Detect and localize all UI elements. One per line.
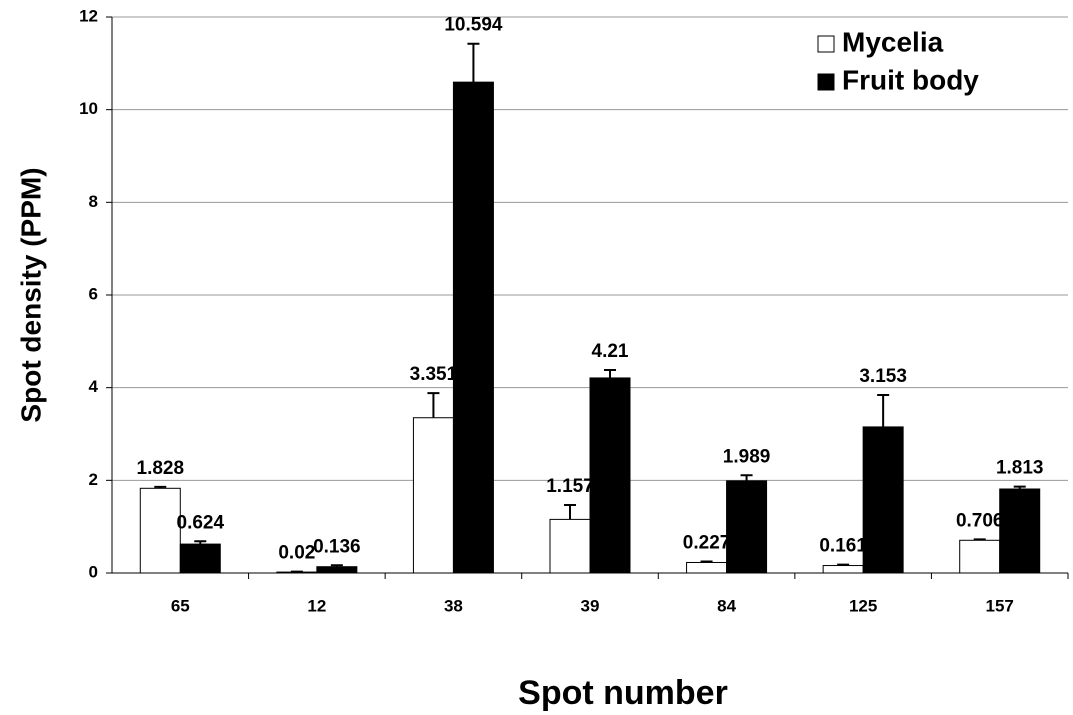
bar [999, 488, 1041, 574]
data-label: 1.828 [137, 458, 185, 479]
bar [589, 377, 631, 574]
error-bar [700, 560, 713, 563]
y-tick-label: 12 [79, 6, 98, 25]
bar [179, 543, 221, 574]
data-label: 1.813 [996, 458, 1044, 479]
error-bar [154, 485, 167, 489]
data-label: 1.157 [546, 476, 594, 497]
error-bar [837, 563, 850, 566]
y-tick-label: 4 [89, 377, 99, 396]
legend-label: Mycelia [842, 26, 944, 57]
y-tick-label: 0 [89, 562, 98, 581]
bar [862, 426, 904, 574]
y-tick-label: 2 [89, 470, 98, 489]
error-bar [467, 42, 480, 83]
bar [139, 487, 181, 574]
data-label: 0.706 [956, 510, 1004, 531]
bar [316, 566, 358, 574]
bar [549, 518, 591, 574]
x-tick-label: 12 [307, 596, 326, 615]
error-bar [1013, 485, 1026, 489]
y-tick-label: 10 [79, 99, 98, 118]
bar [686, 561, 728, 574]
data-label: 0.02 [278, 543, 315, 564]
bar [822, 565, 864, 574]
bar [726, 480, 768, 574]
legend-swatch [817, 73, 835, 91]
legend-swatch [817, 35, 835, 53]
data-label: 3.351 [410, 364, 458, 385]
data-label: 4.21 [592, 341, 629, 362]
error-bar [877, 393, 890, 427]
y-axis-title: Spot density (PPM) [15, 167, 46, 422]
error-bar [330, 564, 343, 567]
error-bar [427, 392, 440, 418]
x-tick-label: 39 [581, 596, 600, 615]
data-label: 3.153 [859, 366, 907, 387]
data-label: 1.989 [723, 446, 771, 467]
error-bar [740, 474, 753, 481]
error-bar [973, 538, 986, 541]
legend-label: Fruit body [842, 64, 979, 95]
x-tick-label: 84 [717, 596, 736, 615]
bar [412, 417, 454, 574]
x-tick-label: 125 [849, 596, 877, 615]
error-bar [564, 504, 576, 520]
x-tick-label: 157 [986, 596, 1014, 615]
data-label: 0.227 [683, 533, 731, 554]
bar [452, 81, 494, 574]
data-label: 0.624 [177, 512, 225, 533]
data-label: 10.594 [444, 15, 503, 36]
data-label: 0.136 [313, 536, 361, 557]
bar [959, 539, 1001, 574]
x-axis-title: Spot number [518, 674, 728, 712]
y-tick-label: 6 [89, 284, 98, 303]
error-bar [604, 369, 616, 378]
x-tick-label: 65 [171, 596, 190, 615]
y-tick-label: 8 [89, 192, 98, 211]
error-bar [194, 540, 207, 545]
data-label: 0.161 [819, 536, 867, 557]
x-tick-label: 38 [444, 596, 463, 615]
